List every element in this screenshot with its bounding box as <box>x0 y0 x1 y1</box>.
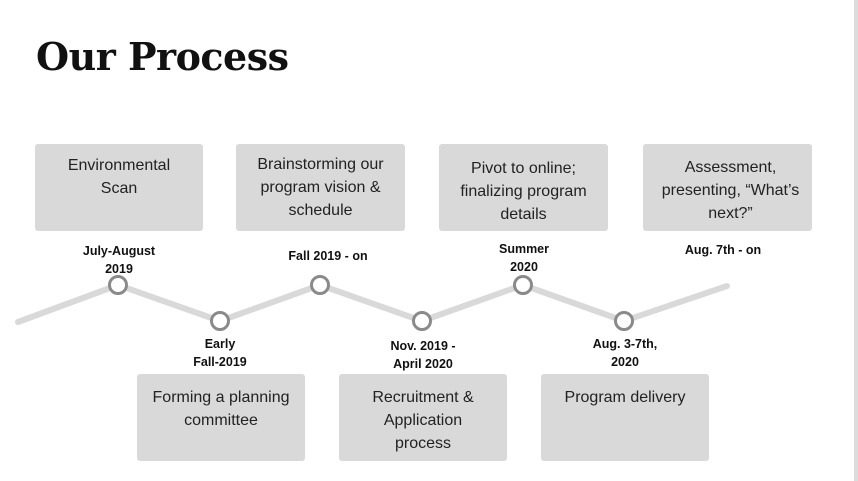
step-box-recruitment: Recruitment & Application process <box>339 374 507 461</box>
step-box-environmental-scan: Environmental Scan <box>35 144 203 231</box>
timeline-node <box>412 311 432 331</box>
step-date-4: Nov. 2019 - April 2020 <box>390 339 456 371</box>
timeline-node <box>108 275 128 295</box>
timeline-node <box>210 311 230 331</box>
step-date-6: Aug. 3-7th, 2020 <box>592 337 658 369</box>
page-title: Our Process <box>36 34 289 79</box>
step-box-program-delivery: Program delivery <box>541 374 709 461</box>
timeline-node <box>614 311 634 331</box>
step-box-brainstorming: Brainstorming our program vision & sched… <box>236 144 405 231</box>
timeline-node <box>513 275 533 295</box>
step-box-planning-committee: Forming a planning committee <box>137 374 305 461</box>
slide-edge <box>854 0 858 481</box>
step-date-3: Fall 2019 - on <box>288 249 368 263</box>
step-date-5: Summer 2020 <box>498 242 550 274</box>
step-box-assessment: Assessment, presenting, “What’s next?” <box>643 144 812 231</box>
step-date-2: Early Fall-2019 <box>193 337 247 369</box>
step-date-7: Aug. 7th - on <box>684 243 762 257</box>
timeline-node <box>310 275 330 295</box>
step-box-pivot-online: Pivot to online; finalizing program deta… <box>439 144 608 231</box>
step-date-1: July-August 2019 <box>82 244 156 276</box>
